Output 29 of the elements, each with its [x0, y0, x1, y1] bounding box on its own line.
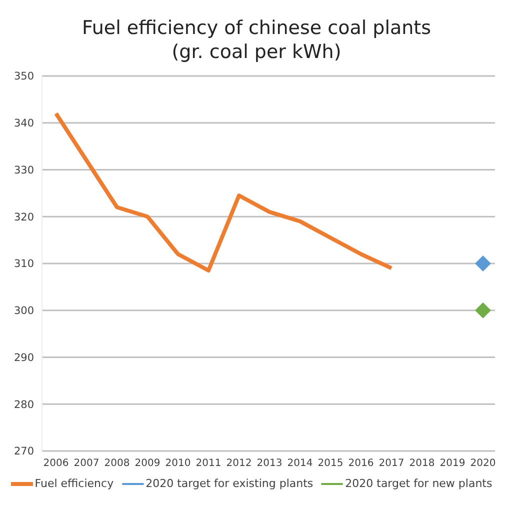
x-tick-label: 2018	[409, 458, 435, 470]
y-tick-label: 300	[14, 305, 34, 318]
x-tick-label: 2017	[378, 458, 404, 470]
y-tick-label: 320	[14, 211, 34, 224]
y-tick-label: 290	[14, 352, 34, 364]
x-tick-label: 2014	[287, 458, 313, 470]
y-tick-label: 330	[14, 164, 34, 176]
y-tick-label: 350	[14, 70, 34, 83]
y-tick-label: 340	[14, 118, 34, 130]
y-tick-label: 270	[14, 446, 34, 458]
y-tick-label: 310	[14, 258, 34, 270]
x-tick-label: 2011	[196, 458, 222, 470]
legend-label: Fuel efficiency	[34, 477, 114, 490]
x-tick-label: 2012	[226, 458, 252, 470]
x-tick-label: 2013	[256, 458, 282, 470]
x-tick-label: 2020	[470, 458, 496, 470]
x-tick-label: 2015	[318, 458, 344, 470]
y-tick-label: 280	[14, 398, 34, 411]
line-series	[54, 112, 394, 273]
x-tick-label: 2010	[165, 458, 191, 470]
chart-title: Fuel efficiency of chinese coal plants (gr. coal per kWh)	[80, 16, 432, 64]
legend-label: 2020 target for new plants	[344, 477, 492, 490]
x-tick-label: 2009	[134, 458, 160, 470]
legend-label: 2020 target for existing plants	[144, 477, 314, 490]
x-tick-label: 2006	[43, 458, 69, 470]
x-tick-label: 2016	[348, 458, 374, 470]
x-tick-label: 2007	[74, 458, 100, 470]
x-tick-label: 2008	[104, 458, 130, 470]
x-tick-label: 2019	[440, 458, 466, 470]
